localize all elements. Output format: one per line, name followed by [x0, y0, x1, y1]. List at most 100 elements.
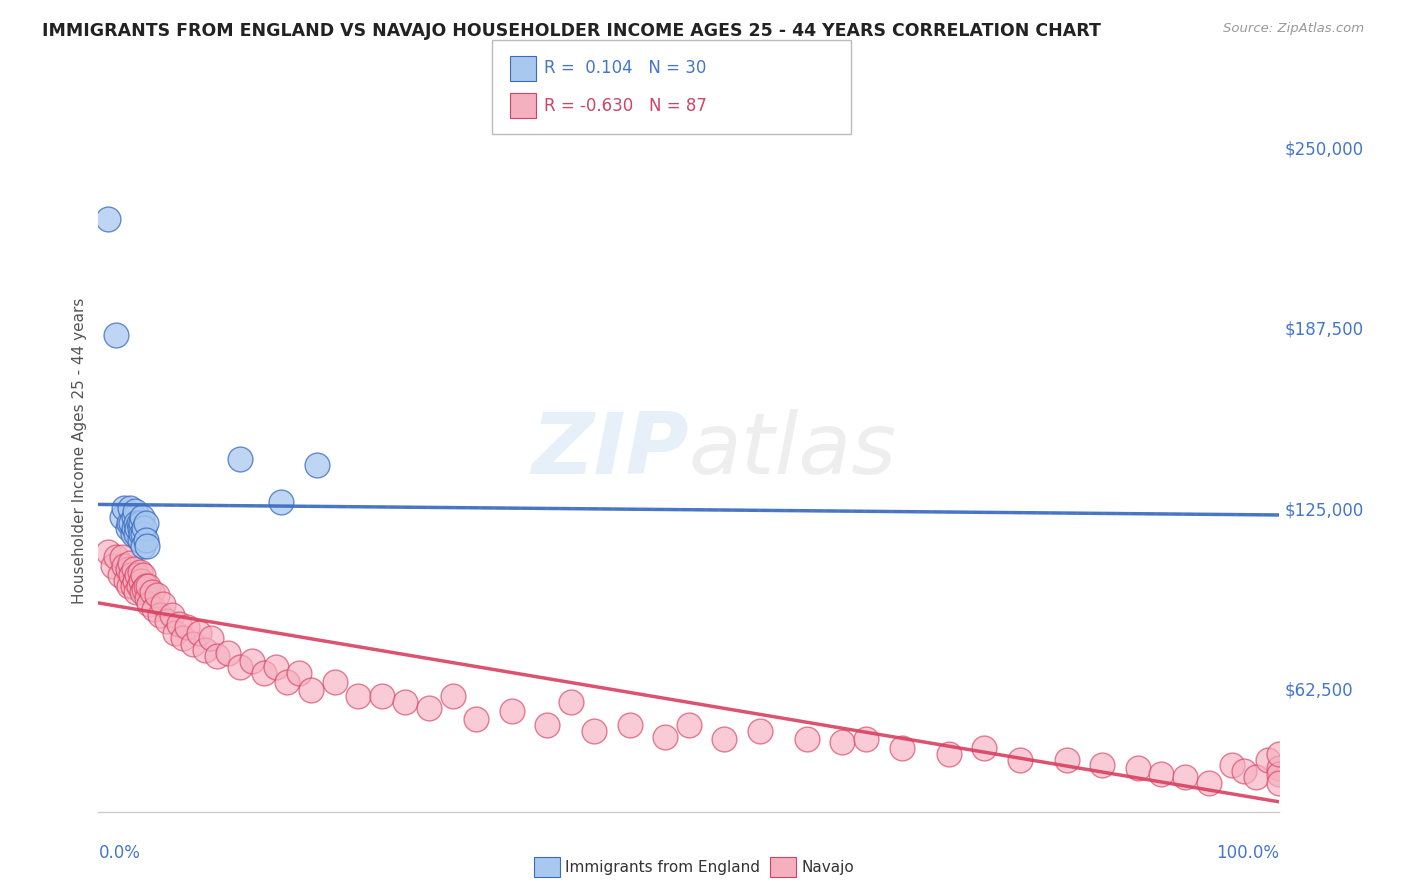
Point — [114, 574, 136, 588]
Point — [121, 567, 143, 582]
Point — [890, 741, 912, 756]
Point — [152, 597, 174, 611]
Point — [118, 579, 141, 593]
Text: R =  0.104   N = 30: R = 0.104 N = 30 — [544, 60, 706, 78]
Point — [135, 591, 157, 605]
Point — [128, 521, 150, 535]
Point — [560, 695, 582, 709]
Point — [135, 539, 157, 553]
Point — [1056, 753, 1078, 767]
Point — [200, 632, 222, 646]
Point — [1233, 764, 1256, 779]
Point — [128, 533, 150, 547]
Point — [122, 521, 145, 535]
Point — [125, 527, 148, 541]
Point — [217, 646, 239, 660]
Point — [172, 632, 194, 646]
Point — [142, 602, 165, 616]
Point — [129, 516, 152, 530]
Point — [141, 585, 163, 599]
Point — [111, 510, 134, 524]
Point — [1268, 776, 1291, 790]
Point — [1174, 770, 1197, 784]
Point — [121, 579, 143, 593]
Point — [1268, 761, 1291, 775]
Point — [146, 588, 169, 602]
Point — [117, 521, 139, 535]
Point — [135, 579, 157, 593]
Point — [117, 562, 139, 576]
Point — [105, 550, 128, 565]
Text: 100.0%: 100.0% — [1216, 844, 1279, 863]
Point — [132, 527, 155, 541]
Point — [132, 539, 155, 553]
Point — [831, 735, 853, 749]
Point — [124, 574, 146, 588]
Point — [121, 527, 143, 541]
Point — [1257, 753, 1279, 767]
Point — [796, 732, 818, 747]
Text: IMMIGRANTS FROM ENGLAND VS NAVAJO HOUSEHOLDER INCOME AGES 25 - 44 YEARS CORRELAT: IMMIGRANTS FROM ENGLAND VS NAVAJO HOUSEH… — [42, 22, 1101, 40]
Text: Source: ZipAtlas.com: Source: ZipAtlas.com — [1223, 22, 1364, 36]
Point — [124, 504, 146, 518]
Point — [122, 562, 145, 576]
Point — [160, 608, 183, 623]
Point — [112, 501, 135, 516]
Point — [619, 718, 641, 732]
Text: 0.0%: 0.0% — [98, 844, 141, 863]
Point — [131, 585, 153, 599]
Point — [441, 689, 464, 703]
Point — [187, 625, 209, 640]
Point — [108, 567, 131, 582]
Point — [973, 741, 995, 756]
Point — [1150, 767, 1173, 781]
Point — [938, 747, 960, 761]
Point — [125, 516, 148, 530]
Point — [1091, 758, 1114, 772]
Point — [97, 212, 120, 227]
Point — [127, 567, 149, 582]
Point — [264, 660, 287, 674]
Point — [205, 648, 228, 663]
Point — [1268, 747, 1291, 761]
Point — [97, 544, 120, 558]
Point — [536, 718, 558, 732]
Point — [1126, 761, 1149, 775]
Point — [105, 327, 128, 342]
Point — [165, 625, 187, 640]
Point — [501, 704, 523, 718]
Point — [253, 665, 276, 680]
Point — [167, 616, 190, 631]
Point — [305, 458, 328, 472]
Point — [229, 660, 252, 674]
Text: R = -0.630   N = 87: R = -0.630 N = 87 — [544, 96, 707, 114]
Point — [1008, 753, 1031, 767]
Point — [134, 521, 156, 535]
Point — [394, 695, 416, 709]
Text: ZIP: ZIP — [531, 409, 689, 492]
Point — [149, 608, 172, 623]
Point — [678, 718, 700, 732]
Point — [1220, 758, 1243, 772]
Point — [125, 585, 148, 599]
Point — [371, 689, 394, 703]
Point — [270, 495, 292, 509]
Text: Navajo: Navajo — [801, 860, 855, 874]
Point — [583, 723, 606, 738]
Point — [713, 732, 735, 747]
Point — [122, 510, 145, 524]
Point — [118, 516, 141, 530]
Point — [101, 559, 124, 574]
Point — [127, 521, 149, 535]
Point — [138, 597, 160, 611]
Point — [176, 620, 198, 634]
Point — [128, 516, 150, 530]
Point — [120, 556, 142, 570]
Point — [1244, 770, 1267, 784]
Point — [276, 674, 298, 689]
Point — [855, 732, 877, 747]
Point — [654, 730, 676, 744]
Point — [156, 614, 179, 628]
Point — [288, 665, 311, 680]
Point — [134, 582, 156, 597]
